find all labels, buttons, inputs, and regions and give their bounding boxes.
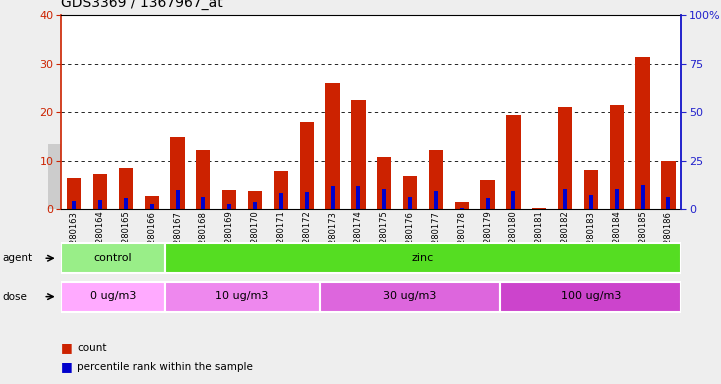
Bar — [589, 195, 593, 209]
Bar — [274, 172, 288, 209]
Text: 30 ug/m3: 30 ug/m3 — [384, 291, 437, 301]
Text: zinc: zinc — [412, 253, 434, 263]
Bar — [485, 198, 490, 209]
Bar — [305, 192, 309, 209]
Bar — [615, 189, 619, 209]
Bar — [150, 204, 154, 209]
Bar — [61, 243, 164, 273]
Bar — [164, 281, 319, 312]
Bar — [511, 191, 516, 209]
Bar — [164, 243, 681, 273]
Bar — [500, 281, 681, 312]
Bar — [455, 202, 469, 209]
Bar — [119, 168, 133, 209]
Bar — [222, 190, 236, 209]
Bar — [72, 200, 76, 209]
Bar — [227, 204, 231, 209]
Bar — [201, 197, 205, 209]
Bar — [635, 56, 650, 209]
Text: control: control — [94, 253, 132, 263]
Bar — [351, 100, 366, 209]
Text: 0 ug/m3: 0 ug/m3 — [90, 291, 136, 301]
Bar — [480, 180, 495, 209]
Bar — [300, 122, 314, 209]
Bar — [93, 174, 107, 209]
Bar — [325, 83, 340, 209]
Bar — [532, 208, 547, 209]
Bar — [279, 193, 283, 209]
Bar — [584, 170, 598, 209]
Bar — [558, 108, 572, 209]
Text: dose: dose — [2, 291, 27, 302]
Text: 100 ug/m3: 100 ug/m3 — [561, 291, 621, 301]
Bar — [175, 190, 180, 209]
Bar — [666, 197, 671, 209]
Bar — [248, 191, 262, 209]
Text: percentile rank within the sample: percentile rank within the sample — [77, 362, 253, 372]
Text: count: count — [77, 343, 107, 353]
Text: ■: ■ — [61, 341, 73, 354]
Bar — [98, 200, 102, 209]
Bar — [403, 176, 417, 209]
Text: GDS3369 / 1367967_at: GDS3369 / 1367967_at — [61, 0, 223, 10]
Bar — [356, 186, 360, 209]
Text: agent: agent — [2, 253, 32, 263]
Bar — [377, 157, 392, 209]
Bar — [563, 189, 567, 209]
Bar — [661, 161, 676, 209]
Bar — [196, 150, 211, 209]
Bar — [460, 208, 464, 209]
Bar — [610, 105, 624, 209]
Text: 10 ug/m3: 10 ug/m3 — [216, 291, 269, 301]
Text: ■: ■ — [61, 360, 73, 373]
Bar — [319, 281, 500, 312]
Bar — [429, 150, 443, 209]
Bar — [330, 186, 335, 209]
Bar — [61, 281, 164, 312]
Bar — [408, 197, 412, 209]
Bar — [253, 202, 257, 209]
Bar — [67, 178, 81, 209]
Bar — [170, 137, 185, 209]
Bar — [506, 115, 521, 209]
Bar — [640, 185, 645, 209]
Bar — [434, 191, 438, 209]
Bar — [124, 198, 128, 209]
Bar — [145, 196, 159, 209]
Bar — [382, 189, 386, 209]
